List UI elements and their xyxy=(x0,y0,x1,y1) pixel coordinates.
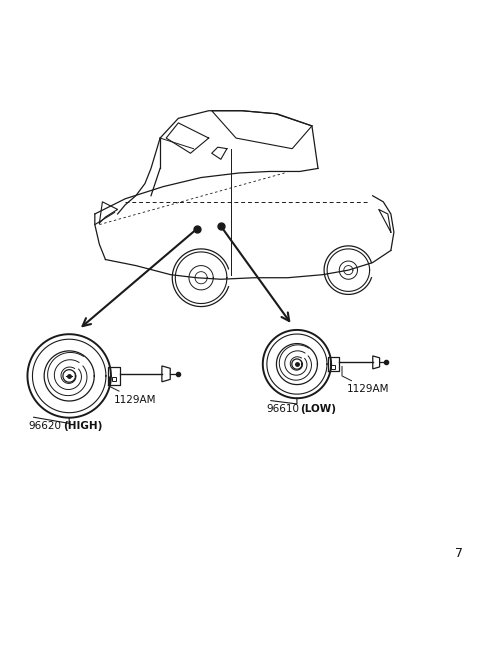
Text: 1129AM: 1129AM xyxy=(347,384,389,394)
Text: 1129AM: 1129AM xyxy=(114,395,157,405)
Text: (HIGH): (HIGH) xyxy=(63,421,102,431)
Text: 7: 7 xyxy=(455,547,463,560)
Text: (LOW): (LOW) xyxy=(300,405,336,415)
Text: 96620: 96620 xyxy=(29,421,62,431)
Text: 96610: 96610 xyxy=(266,405,299,415)
